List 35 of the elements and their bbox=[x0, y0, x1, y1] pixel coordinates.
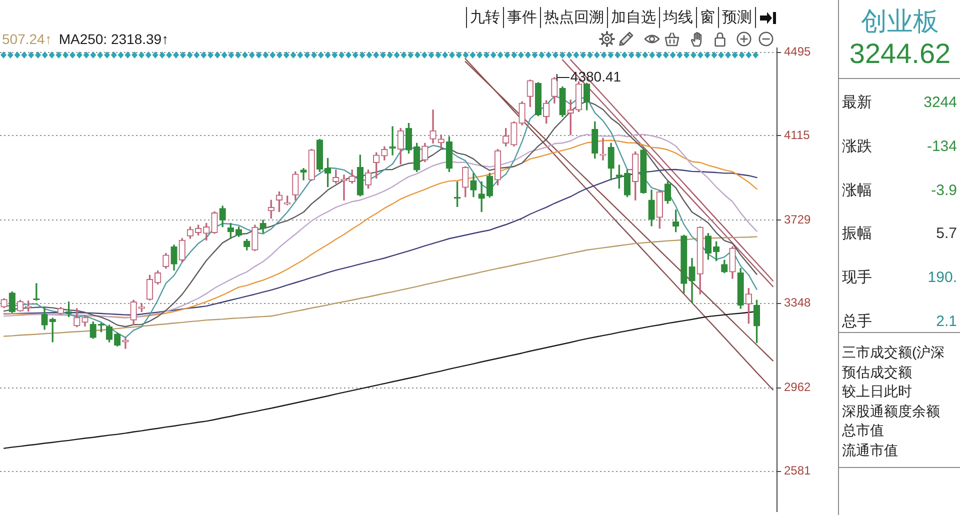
text: 5.7 bbox=[936, 224, 957, 244]
y-tick-label: 4495 bbox=[784, 44, 812, 59]
text: 预估成交额 bbox=[842, 362, 912, 381]
text: 九转 bbox=[466, 7, 503, 28]
y-tick-label: 2581 bbox=[784, 464, 812, 478]
text: -134 bbox=[926, 136, 957, 157]
y-tick-label: 3348 bbox=[784, 296, 812, 310]
text: 事件 bbox=[503, 7, 540, 28]
text: 加自选 bbox=[607, 7, 659, 28]
text: 三市成交额(沪深 bbox=[842, 343, 945, 361]
text: 3244 bbox=[924, 93, 957, 113]
text: 窗 bbox=[696, 7, 718, 28]
text: -3.9 bbox=[931, 180, 957, 201]
y-tick-label: 3729 bbox=[784, 212, 812, 226]
text: 热点回溯 bbox=[540, 7, 607, 28]
text: 总手 bbox=[842, 312, 872, 332]
text: 涨幅 bbox=[842, 180, 872, 201]
text: 流通市值 bbox=[842, 441, 898, 459]
text: 最新 bbox=[842, 93, 872, 113]
text: 深股通额度余额 bbox=[842, 402, 940, 420]
text: 现手 bbox=[842, 268, 872, 288]
y-tick-label: 4115 bbox=[784, 128, 810, 142]
text: 3244.62 bbox=[848, 37, 952, 71]
text: 190. bbox=[928, 268, 957, 288]
text: 涨跌 bbox=[842, 136, 872, 157]
text: 预测 bbox=[718, 7, 755, 28]
text: 507.24↑ bbox=[2, 31, 52, 47]
y-tick-label: 2962 bbox=[784, 380, 812, 394]
text: MA250: 2318.39↑ bbox=[58, 31, 169, 47]
text: 较上日此时 bbox=[842, 382, 912, 400]
text: 2.1 bbox=[936, 312, 957, 332]
text: 振幅 bbox=[842, 224, 872, 244]
text: 均线 bbox=[659, 7, 696, 28]
text: 总市值 bbox=[842, 421, 884, 440]
text: 创业板 bbox=[860, 5, 940, 37]
